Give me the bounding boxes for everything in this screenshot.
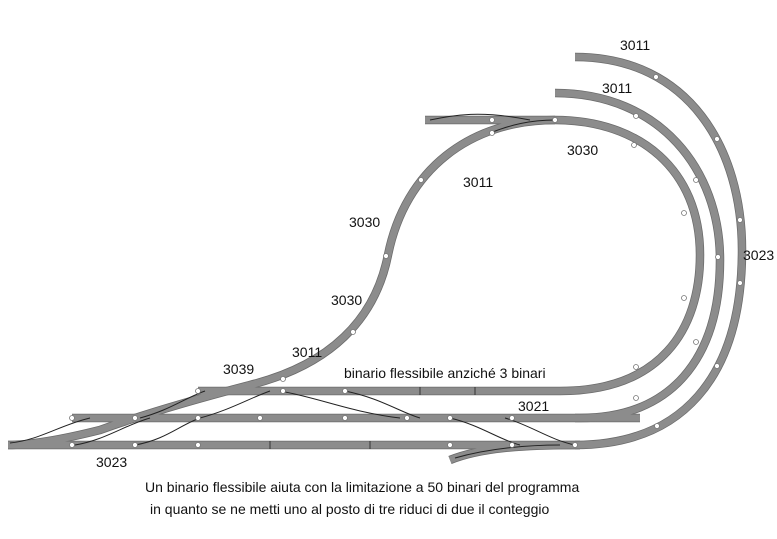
track-labels: 3011 3011 3030 3011 3030 3030 3011 3039 … (96, 37, 774, 470)
label-3030-right: 3030 (567, 142, 598, 158)
caption-line-2: in quanto se ne metti uno al posto di tr… (150, 501, 549, 517)
label-flex-note: binario flessibile anziché 3 binari (344, 365, 546, 381)
label-3011-inner: 3011 (463, 174, 493, 190)
track-joints (69, 74, 743, 448)
label-3023-bottom: 3023 (96, 454, 127, 470)
caption-line-1: Un binario flessibile aiuta con la limit… (145, 479, 579, 495)
track-ticks (269, 387, 476, 449)
label-3011-low: 3011 (292, 344, 322, 360)
track-loop (7, 116, 704, 449)
label-3030-lower: 3030 (331, 292, 362, 308)
label-3011-top: 3011 (620, 37, 650, 53)
label-3021: 3021 (518, 398, 549, 414)
label-3011-mid: 3011 (602, 80, 632, 96)
track-second-outer (554, 89, 724, 422)
switch-lines (9, 113, 576, 459)
caption: Un binario flessibile aiuta con la limit… (145, 479, 579, 517)
label-3030-upper: 3030 (349, 214, 380, 230)
label-3023-right: 3023 (743, 247, 774, 263)
label-3039: 3039 (223, 361, 254, 377)
